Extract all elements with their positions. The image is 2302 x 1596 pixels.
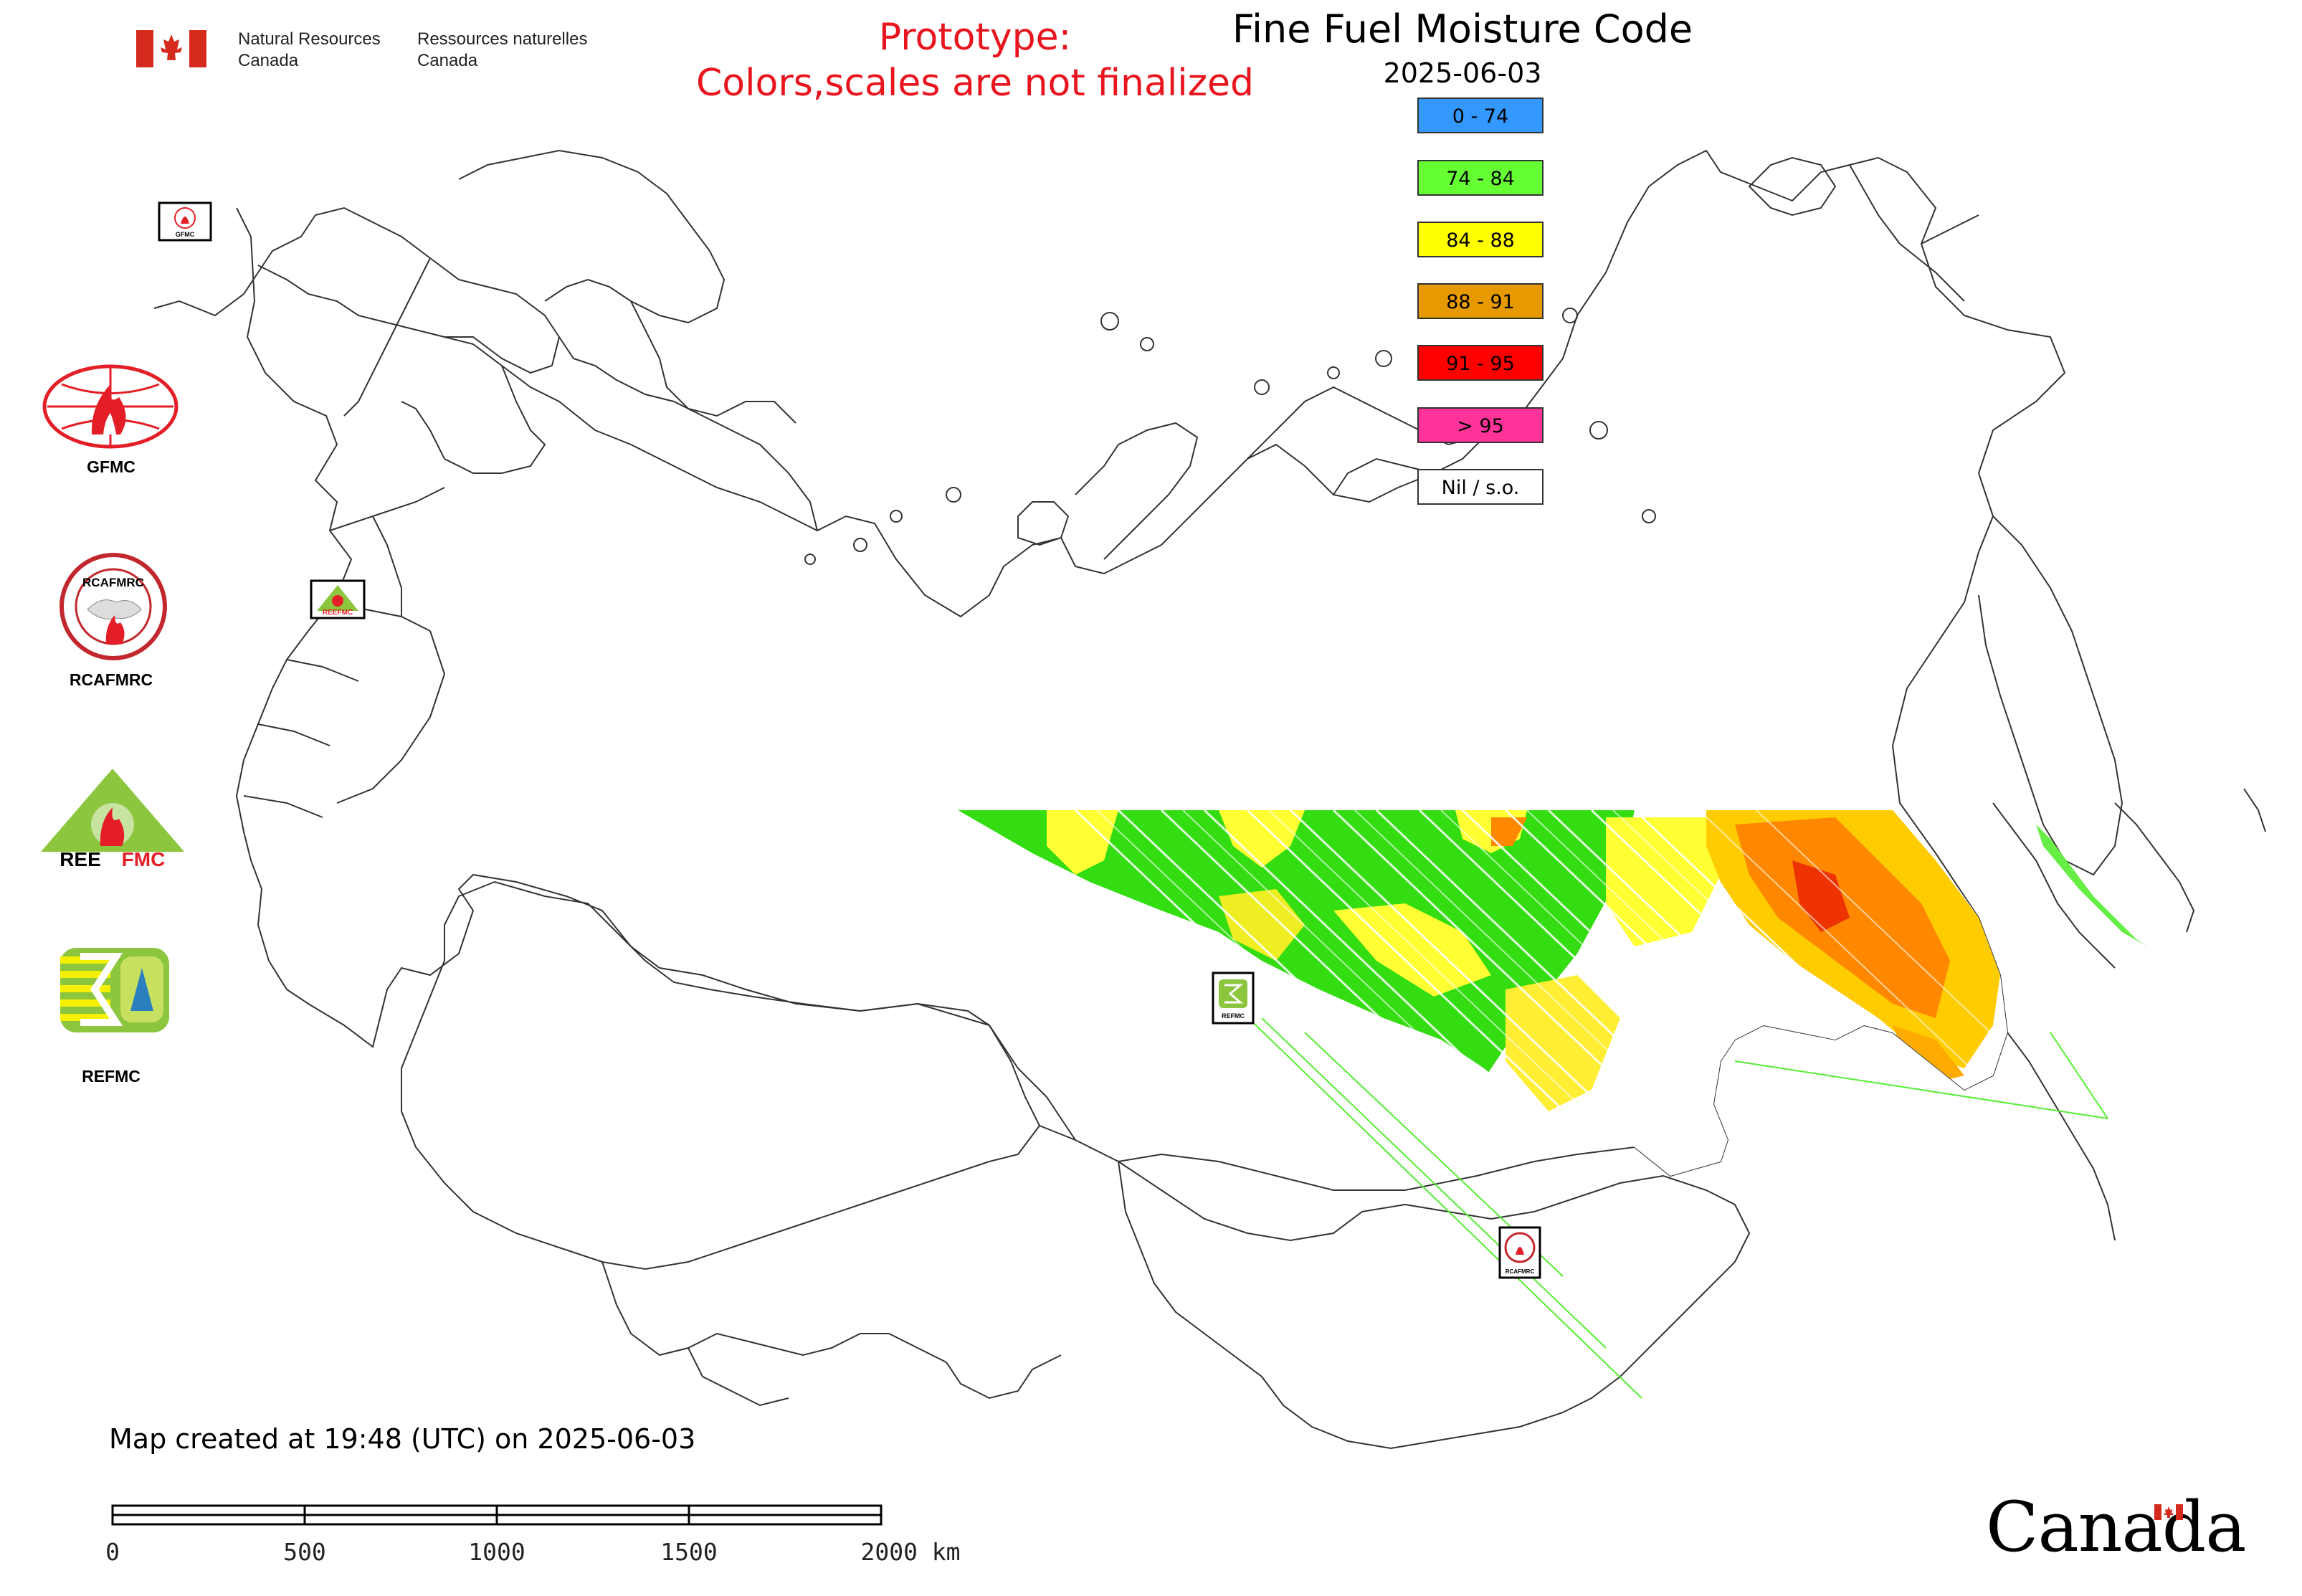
canada-flag-icon — [136, 30, 206, 67]
prototype-notice: Prototype: Colors,scales are not finaliz… — [617, 14, 1333, 106]
map-marker-reefmc-label: REEFMC — [323, 609, 353, 617]
canada-wordmark-flag-icon — [2154, 1504, 2183, 1520]
legend-item-74-84: 74 - 84 — [1417, 160, 1544, 196]
rcafmrc-logo-icon: RCAFMRC — [60, 553, 167, 660]
map-marker-rcafmrc[interactable]: RCAFMRC — [1498, 1226, 1541, 1279]
svg-text:RCAFMRC: RCAFMRC — [82, 576, 144, 589]
ffmc-streaks — [1218, 989, 2108, 1399]
legend-item-95-plus: > 95 — [1417, 407, 1544, 443]
prototype-line2: Colors,scales are not finalized — [695, 62, 1255, 105]
gov-en-line1: Natural Resources — [238, 29, 381, 49]
ffmc-kamchatka — [2036, 825, 2147, 946]
refmc-logo-icon — [60, 948, 169, 1032]
map-marker-gfmc-label: GFMC — [176, 231, 195, 238]
scale-label-1000: 1000 — [468, 1538, 525, 1566]
legend-item-88-91: 88 - 91 — [1417, 283, 1544, 319]
scale-label-0: 0 — [105, 1538, 120, 1566]
gov-signature-fr: Ressources naturelles Canada — [417, 29, 587, 72]
svg-text:REE: REE — [60, 848, 101, 869]
legend-item-nil: Nil / s.o. — [1417, 469, 1544, 505]
gfmc-logo-label: GFMC — [87, 457, 135, 476]
ffmc-raster — [958, 810, 2007, 1176]
map-marker-refmc[interactable]: REFMC — [1212, 972, 1255, 1025]
scale-label-1500: 1500 — [660, 1538, 718, 1566]
map-date: 2025-06-03 — [1383, 57, 1542, 89]
map-created-timestamp: Map created at 19:48 (UTC) on 2025-06-03 — [109, 1423, 696, 1455]
map-marker-rcafmrc-label: RCAFMRC — [1506, 1268, 1535, 1275]
legend-item-84-88: 84 - 88 — [1417, 222, 1544, 257]
legend-item-91-95: 91 - 95 — [1417, 345, 1544, 381]
scale-bar — [111, 1504, 883, 1526]
gov-fr-line2: Canada — [417, 51, 478, 70]
reefmc-logo-icon[interactable]: REE FMC — [37, 767, 191, 869]
scale-label-2000: 2000 km — [860, 1538, 961, 1566]
country-borders — [153, 149, 2266, 1450]
gfmc-logo-icon — [42, 364, 179, 449]
map-title: Fine Fuel Moisture Code — [1232, 6, 1693, 52]
scale-label-500: 500 — [283, 1538, 326, 1566]
map-marker-gfmc[interactable]: GFMC — [158, 201, 212, 242]
map-marker-reefmc[interactable]: REEFMC — [310, 579, 366, 619]
rcafmrc-logo-label: RCAFMRC — [69, 670, 153, 689]
prototype-line1: Prototype: — [878, 16, 1072, 59]
canada-wordmark: Canada — [1986, 1487, 2246, 1567]
gov-en-line2: Canada — [238, 51, 299, 70]
refmc-logo-label: REFMC — [82, 1067, 141, 1086]
gov-signature-en: Natural Resources Canada — [238, 29, 381, 72]
legend-item-0-74: 0 - 74 — [1417, 98, 1544, 133]
gov-fr-line1: Ressources naturelles — [417, 29, 588, 49]
svg-text:FMC: FMC — [122, 848, 166, 869]
map-marker-refmc-label: REFMC — [1222, 1012, 1245, 1020]
